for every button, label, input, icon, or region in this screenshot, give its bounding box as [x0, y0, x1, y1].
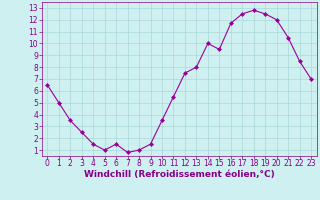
X-axis label: Windchill (Refroidissement éolien,°C): Windchill (Refroidissement éolien,°C) [84, 170, 275, 179]
